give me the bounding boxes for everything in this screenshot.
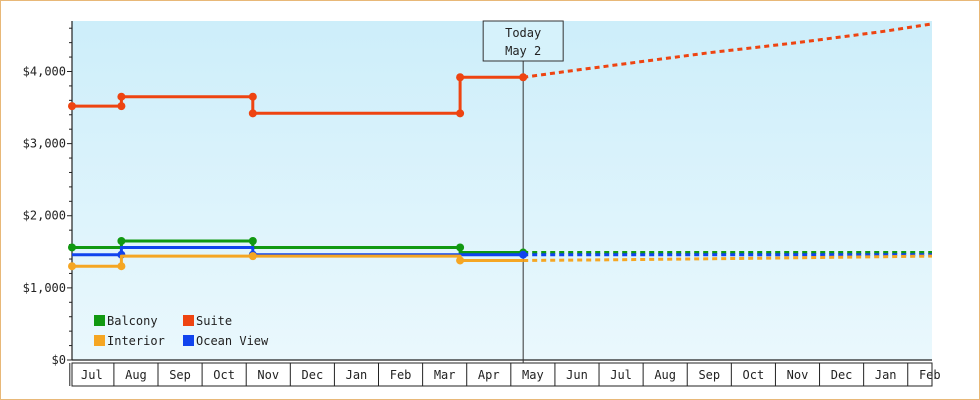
legend-label: Ocean View (196, 334, 269, 348)
suite-point (248, 92, 257, 101)
suite-point (248, 109, 257, 118)
x-month-label: Jun (566, 368, 588, 382)
ocean-view-point (519, 250, 528, 259)
x-month-label: Apr (478, 368, 500, 382)
y-tick-label: $0 (52, 353, 66, 367)
legend-swatch (94, 315, 105, 326)
x-month-label: Jan (875, 368, 897, 382)
legend-label: Suite (196, 314, 232, 328)
plot-background (72, 21, 932, 360)
today-label: Today (505, 26, 541, 40)
legend-swatch (183, 335, 194, 346)
legend-label: Interior (107, 334, 165, 348)
balcony-point (117, 236, 126, 245)
x-month-label: Jan (346, 368, 368, 382)
x-month-label: Nov (257, 368, 279, 382)
legend-swatch (94, 335, 105, 346)
x-month-label: May (522, 368, 544, 382)
interior-point (248, 252, 257, 261)
today-box (482, 20, 564, 62)
x-month-label: Aug (654, 368, 676, 382)
x-month-label: Sep (169, 368, 191, 382)
interior-history-line (72, 254, 524, 268)
legend: Balcony Suite Interior Ocean View (94, 314, 269, 348)
legend-swatch (183, 315, 194, 326)
suite-point (117, 102, 126, 111)
suite-point (456, 109, 465, 118)
month-band (71, 362, 933, 387)
suite-forecast-line (522, 22, 933, 79)
x-month-label: Jul (81, 368, 103, 382)
y-tick-label: $4,000 (23, 64, 66, 78)
balcony-point (68, 243, 76, 252)
x-month-label: Dec (831, 368, 853, 382)
x-month-label: Nov (787, 368, 809, 382)
x-month-label: Oct (213, 368, 235, 382)
balcony-point (248, 236, 257, 245)
x-month-label: Oct (743, 368, 765, 382)
y-tick-label: $2,000 (23, 209, 66, 223)
x-month-label: Aug (125, 368, 147, 382)
suite-point (519, 73, 528, 82)
x-month-label: Jul (610, 368, 632, 382)
x-month-label: Feb (390, 368, 412, 382)
x-month-label: Sep (698, 368, 720, 382)
suite-point (68, 102, 76, 111)
interior-point (68, 262, 76, 271)
legend-label: Balcony (107, 314, 158, 328)
interior-point (456, 256, 465, 265)
suite-point (117, 92, 126, 101)
y-tick-label: $3,000 (23, 137, 66, 151)
y-tick-label: $1,000 (23, 281, 66, 295)
x-month-label: Dec (302, 368, 324, 382)
today-date: May 2 (505, 44, 541, 58)
x-month-label: Feb (919, 368, 941, 382)
x-month-label: Mar (434, 368, 456, 382)
interior-forecast-line (523, 254, 933, 262)
suite-point (456, 73, 465, 82)
balcony-point (456, 243, 465, 252)
interior-point (117, 262, 126, 271)
